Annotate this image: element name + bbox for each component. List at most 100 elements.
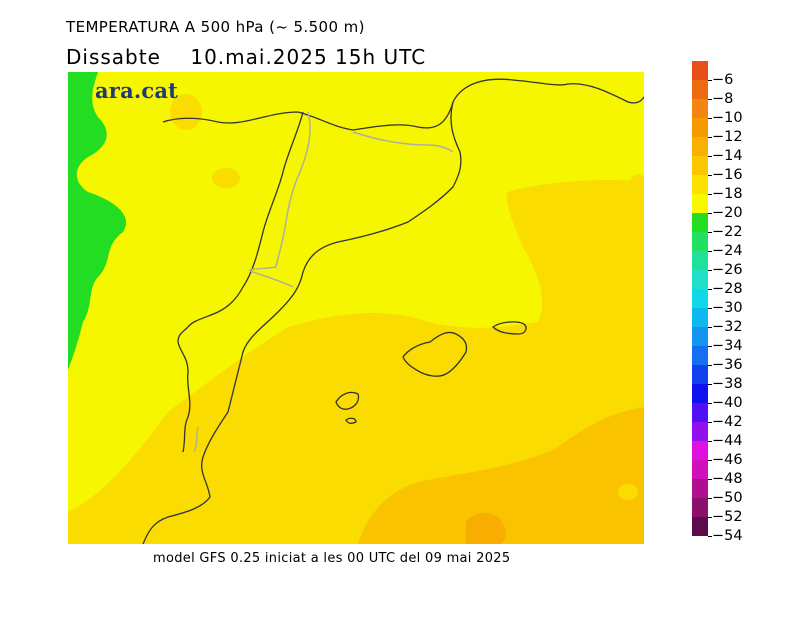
map-title: TEMPERATURA A 500 hPa (~ 5.500 m) bbox=[66, 18, 365, 36]
colorbar-label: −24 bbox=[712, 243, 743, 259]
colorbar-tick bbox=[708, 213, 712, 214]
border-catalonia-internal bbox=[249, 111, 311, 288]
colorbar-cell bbox=[692, 194, 708, 213]
colorbar-tick bbox=[708, 441, 712, 442]
colorbar-tick bbox=[708, 99, 712, 100]
colorbar-label: −14 bbox=[712, 148, 743, 164]
colorbar-cell bbox=[692, 479, 708, 498]
colorbar-label: −16 bbox=[712, 167, 743, 183]
colorbar-label: −18 bbox=[712, 186, 743, 202]
border-pyrenees bbox=[162, 101, 454, 131]
field-blob bbox=[618, 484, 638, 500]
colorbar-cell bbox=[692, 460, 708, 479]
colorbar-tick bbox=[708, 384, 712, 385]
colorbar-tick bbox=[708, 403, 712, 404]
colorbar-cell bbox=[692, 270, 708, 289]
island-formentera bbox=[345, 417, 357, 424]
field-blob bbox=[170, 94, 202, 130]
colorbar-tick bbox=[708, 232, 712, 233]
colorbar-label: −10 bbox=[712, 110, 743, 126]
colorbar-cell bbox=[692, 232, 708, 251]
colorbar-tick bbox=[708, 460, 712, 461]
colorbar-label: −28 bbox=[712, 281, 743, 297]
colorbar-tick bbox=[708, 251, 712, 252]
border-andorra-france bbox=[352, 131, 454, 153]
colorbar-cell bbox=[692, 137, 708, 156]
colorbar-cell bbox=[692, 61, 708, 80]
colorbar-tick bbox=[708, 308, 712, 309]
colorbar-label: −46 bbox=[712, 452, 743, 468]
colorbar-tick bbox=[708, 365, 712, 366]
colorbar-cell bbox=[692, 80, 708, 99]
colorbar-label: −40 bbox=[712, 395, 743, 411]
field-light-orange bbox=[68, 180, 644, 544]
field-blob bbox=[588, 312, 638, 332]
field-blob bbox=[630, 174, 644, 194]
colorbar-label: −54 bbox=[712, 528, 743, 544]
colorbar-label: −48 bbox=[712, 471, 743, 487]
colorbar-tick bbox=[708, 346, 712, 347]
coastline-catalonia bbox=[142, 101, 462, 544]
temperature-map bbox=[68, 72, 644, 544]
border-aragon bbox=[187, 111, 304, 328]
map-subtitle: Dissabte 10.mai.2025 15h UTC bbox=[66, 45, 426, 69]
colorbar-cell bbox=[692, 99, 708, 118]
colorbar-cell bbox=[692, 289, 708, 308]
colorbar-label: −38 bbox=[712, 376, 743, 392]
island-menorca bbox=[491, 321, 527, 335]
coastline-valencia bbox=[177, 326, 191, 453]
island-eivissa bbox=[335, 391, 360, 410]
colorbar-label: −6 bbox=[712, 72, 734, 88]
colorbar-label: −22 bbox=[712, 224, 743, 240]
colorbar-label: −26 bbox=[712, 262, 743, 278]
colorbar-label: −42 bbox=[712, 414, 743, 430]
island-mallorca bbox=[402, 331, 468, 377]
field-blob bbox=[212, 168, 240, 188]
colorbar-cell bbox=[692, 517, 708, 536]
colorbar-tick bbox=[708, 270, 712, 271]
colorbar-cell bbox=[692, 175, 708, 194]
colorbar-cell bbox=[692, 403, 708, 422]
colorbar-tick bbox=[708, 327, 712, 328]
colorbar-tick bbox=[708, 536, 712, 537]
colorbar-cell bbox=[692, 498, 708, 517]
colorbar-cell bbox=[692, 118, 708, 137]
colorbar-tick bbox=[708, 80, 712, 81]
colorbar-cell bbox=[692, 365, 708, 384]
colorbar-cell bbox=[692, 441, 708, 460]
field-orange bbox=[358, 407, 644, 544]
colorbar-label: −52 bbox=[712, 509, 743, 525]
colorbar-tick bbox=[708, 498, 712, 499]
colorbar-label: −8 bbox=[712, 91, 734, 107]
forecast-day: Dissabte bbox=[66, 45, 161, 69]
model-caption: model GFS 0.25 iniciat a les 00 UTC del … bbox=[153, 551, 511, 566]
colorbar-cell bbox=[692, 213, 708, 232]
colorbar-cell bbox=[692, 308, 708, 327]
colorbar-tick bbox=[708, 175, 712, 176]
colorbar-label: −12 bbox=[712, 129, 743, 145]
colorbar-tick bbox=[708, 194, 712, 195]
colorbar-label: −32 bbox=[712, 319, 743, 335]
forecast-datetime: 10.mai.2025 15h UTC bbox=[190, 45, 427, 69]
colorbar-tick bbox=[708, 422, 712, 423]
coastline-france bbox=[452, 78, 644, 104]
ara-cat-logo: ara.cat bbox=[95, 78, 179, 103]
colorbar-cell bbox=[692, 384, 708, 403]
colorbar-label: −36 bbox=[712, 357, 743, 373]
colorbar-cell bbox=[692, 251, 708, 270]
colorbar-tick bbox=[708, 156, 712, 157]
colorbar-label: −20 bbox=[712, 205, 743, 221]
colorbar-label: −50 bbox=[712, 490, 743, 506]
border-south bbox=[193, 426, 199, 453]
colorbar-cell bbox=[692, 422, 708, 441]
field-dark-orange bbox=[466, 512, 506, 544]
field-green bbox=[68, 72, 127, 370]
colorbar-cell bbox=[692, 327, 708, 346]
colorbar-tick bbox=[708, 137, 712, 138]
colorbar bbox=[692, 61, 708, 536]
colorbar-label: −30 bbox=[712, 300, 743, 316]
colorbar-cell bbox=[692, 156, 708, 175]
colorbar-label: −44 bbox=[712, 433, 743, 449]
colorbar-label: −34 bbox=[712, 338, 743, 354]
colorbar-tick bbox=[708, 517, 712, 518]
